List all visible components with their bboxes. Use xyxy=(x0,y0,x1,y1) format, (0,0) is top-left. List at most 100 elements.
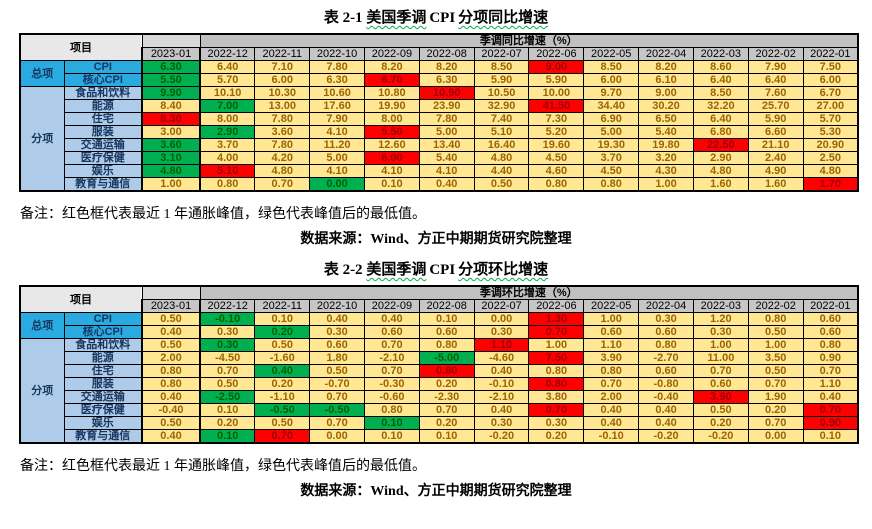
value-cell: 7.90 xyxy=(309,112,365,126)
value-cell: 0.70 xyxy=(747,377,804,391)
value-cell: 0.70 xyxy=(583,377,640,391)
value-cell: 19.80 xyxy=(638,138,694,152)
value-cell: 4.50 xyxy=(528,151,585,165)
column-header: 2022-05 xyxy=(583,47,640,61)
value-cell: 3.90 xyxy=(692,390,749,404)
value-cell: 0.10 xyxy=(254,312,311,326)
value-cell: 7.80 xyxy=(309,60,365,74)
items-corner-header: 项目 xyxy=(19,285,143,313)
value-cell: 5.90 xyxy=(528,73,585,87)
value-cell: 5.50 xyxy=(363,125,420,139)
value-cell: 0.70 xyxy=(802,403,859,417)
value-cell: 0.10 xyxy=(363,429,420,444)
row-label: 食品和饮料 xyxy=(63,338,143,352)
value-cell: -0.70 xyxy=(309,377,365,391)
value-cell: 0.50 xyxy=(254,338,311,352)
row-label: 食品和饮料 xyxy=(63,86,143,100)
value-cell: -4.60 xyxy=(473,351,530,365)
value-cell: 8.00 xyxy=(363,112,420,126)
value-cell: 4.80 xyxy=(473,151,530,165)
value-cell: 0.20 xyxy=(254,377,311,391)
value-cell: 0.70 xyxy=(363,338,420,352)
value-cell: 4.10 xyxy=(309,125,365,139)
value-cell: 0.80 xyxy=(528,377,585,391)
value-cell: 0.80 xyxy=(638,338,694,352)
value-cell: 3.90 xyxy=(583,351,640,365)
value-cell: 1.00 xyxy=(747,338,804,352)
value-cell: 1.00 xyxy=(141,177,201,192)
value-cell: 22.50 xyxy=(692,138,749,152)
value-cell: 10.10 xyxy=(199,86,256,100)
value-cell: 6.40 xyxy=(692,73,749,87)
value-cell: 0.70 xyxy=(747,416,804,430)
value-cell: 6.00 xyxy=(254,73,311,87)
column-header: 2022-09 xyxy=(363,47,420,61)
value-cell: 27.00 xyxy=(802,99,859,113)
value-cell: 1.00 xyxy=(692,338,749,352)
column-header: 2022-05 xyxy=(583,299,640,313)
value-cell: 4.10 xyxy=(363,164,420,178)
value-cell: 4.90 xyxy=(747,164,804,178)
column-header: 2022-06 xyxy=(528,299,585,313)
value-cell: 0.80 xyxy=(528,364,585,378)
value-cell: 41.50 xyxy=(528,99,585,113)
value-cell: 0.60 xyxy=(692,377,749,391)
value-cell: -0.20 xyxy=(638,429,694,444)
row-label: 能源 xyxy=(63,351,143,365)
value-cell: -1.60 xyxy=(254,351,311,365)
value-cell: 0.70 xyxy=(528,403,585,417)
value-cell: 0.30 xyxy=(309,325,365,339)
value-cell: 0.40 xyxy=(141,390,201,404)
table-2-source: 数据来源：Wind、方正中期期货研究院整理 xyxy=(300,484,572,499)
value-cell: 8.30 xyxy=(141,112,201,126)
value-cell: 0.60 xyxy=(583,325,640,339)
value-cell: -0.60 xyxy=(363,390,420,404)
value-cell: 0.90 xyxy=(802,351,859,365)
value-cell: 0.40 xyxy=(254,364,311,378)
value-cell: 4.80 xyxy=(692,164,749,178)
value-cell: 1.80 xyxy=(309,351,365,365)
value-cell: 5.70 xyxy=(802,112,859,126)
value-cell: 0.40 xyxy=(363,312,420,326)
value-cell: 0.00 xyxy=(473,312,530,326)
value-cell: 1.00 xyxy=(528,338,585,352)
value-cell: 0.00 xyxy=(747,429,804,444)
blank-header-cell xyxy=(141,33,201,48)
value-cell: 0.40 xyxy=(309,312,365,326)
value-cell: 10.90 xyxy=(418,86,475,100)
value-cell: 0.40 xyxy=(802,390,859,404)
value-cell: 5.70 xyxy=(199,73,256,87)
value-cell: 5.50 xyxy=(141,73,201,87)
column-header: 2022-10 xyxy=(309,299,365,313)
row-label: 教育与通信 xyxy=(63,429,143,444)
row-label: 教育与通信 xyxy=(63,177,143,192)
row-group-label: 分项 xyxy=(19,338,65,444)
row-label: 交通运输 xyxy=(63,138,143,152)
value-cell: -2.50 xyxy=(199,390,256,404)
value-cell: 4.50 xyxy=(583,164,640,178)
value-cell: 0.40 xyxy=(583,416,640,430)
column-header: 2022-08 xyxy=(418,47,475,61)
value-cell: 7.40 xyxy=(473,112,530,126)
column-header: 2022-02 xyxy=(747,47,804,61)
value-cell: 3.60 xyxy=(254,125,311,139)
items-corner-header: 项目 xyxy=(19,33,143,61)
value-cell: 6.70 xyxy=(363,73,420,87)
value-cell: 3.70 xyxy=(199,138,256,152)
value-cell: 0.80 xyxy=(141,364,201,378)
value-cell: 7.60 xyxy=(747,86,804,100)
value-cell: 5.10 xyxy=(199,164,256,178)
value-cell: 8.50 xyxy=(583,60,640,74)
value-cell: 5.00 xyxy=(583,125,640,139)
value-cell: 6.40 xyxy=(199,60,256,74)
value-cell: 0.60 xyxy=(802,312,859,326)
value-cell: -2.30 xyxy=(418,390,475,404)
column-header: 2022-10 xyxy=(309,47,365,61)
blank-header-cell xyxy=(141,285,201,300)
value-cell: 19.60 xyxy=(528,138,585,152)
value-cell: 0.50 xyxy=(254,416,311,430)
value-cell: 3.10 xyxy=(141,151,201,165)
value-cell: 6.30 xyxy=(418,73,475,87)
group-band-header: 季调环比增速（%） xyxy=(199,285,859,300)
row-label: CPI xyxy=(63,60,143,74)
